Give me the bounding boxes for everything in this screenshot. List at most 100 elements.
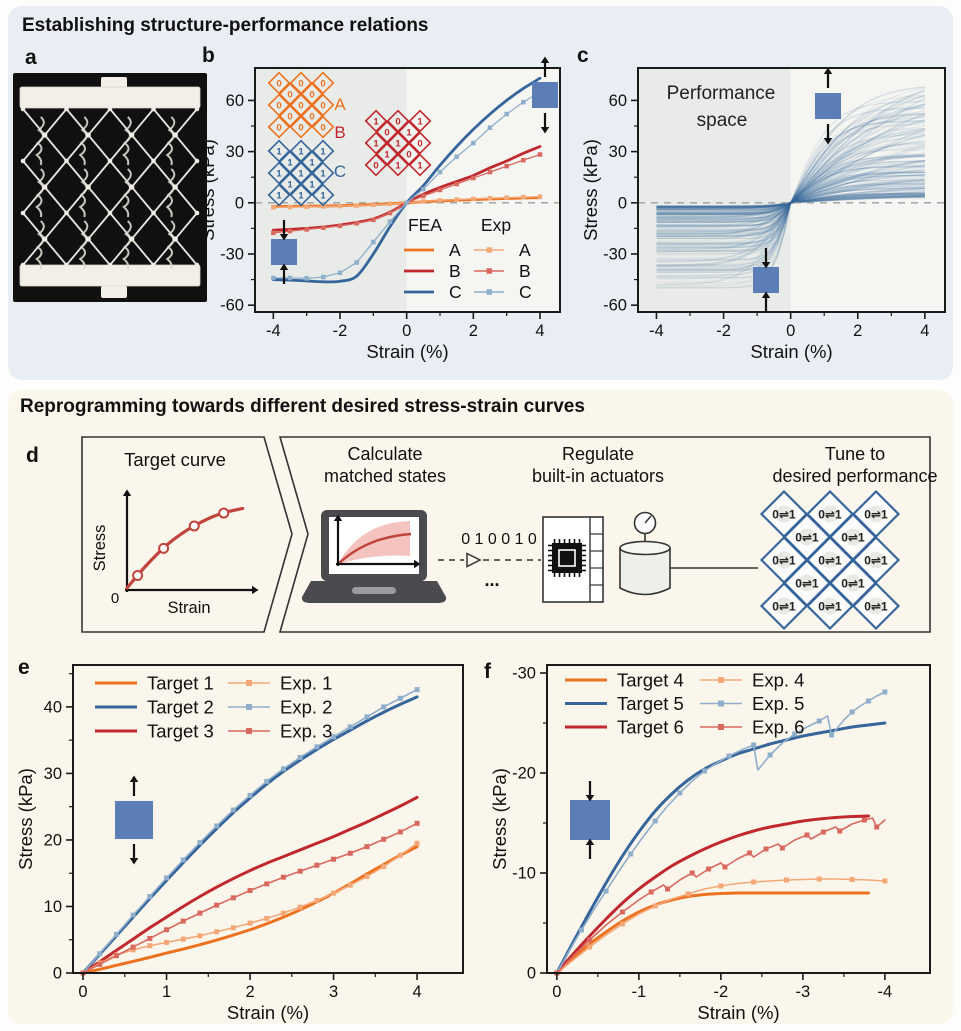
svg-text:1: 1 <box>320 146 326 157</box>
svg-text:1: 1 <box>373 116 379 127</box>
svg-text:0⇌1: 0⇌1 <box>818 599 842 613</box>
panel-label-c: c <box>577 44 589 67</box>
binary-matrix-insets: 0 0 00 00 0 00 00 0 0A1 0 10 11 1 01 00 1 1B1 1 11 11 1 11 11 1… <box>267 71 432 207</box>
svg-text:desired performance: desired performance <box>772 466 937 486</box>
svg-text:Target 5: Target 5 <box>617 693 684 714</box>
svg-text:Exp: Exp <box>481 215 511 235</box>
section1-title: Establishing structure-performance relat… <box>22 15 429 36</box>
svg-text:A: A <box>449 240 461 260</box>
plot-background <box>638 68 945 312</box>
svg-text:Stress (kPa): Stress (kPa) <box>489 768 510 870</box>
series-target-2 <box>81 695 419 975</box>
svg-text:Strain (%): Strain (%) <box>366 341 448 362</box>
svg-text:-4: -4 <box>878 983 893 1001</box>
svg-text:1: 1 <box>320 168 326 179</box>
series-exp-4 <box>554 876 888 976</box>
data-series <box>271 76 543 284</box>
svg-text:1: 1 <box>417 116 423 127</box>
svg-text:1: 1 <box>287 179 293 190</box>
svg-text:3: 3 <box>329 983 338 1001</box>
panel-d-workflow-diagram: Target curve 0 Stress Strain Calculatematche… <box>81 436 938 633</box>
svg-text:Target curve: Target curve <box>124 449 226 470</box>
svg-text:Target 6: Target 6 <box>617 717 684 738</box>
svg-text:-4: -4 <box>266 322 281 340</box>
panel-label-b: b <box>202 44 215 67</box>
svg-text:0: 0 <box>786 322 795 340</box>
svg-text:-1: -1 <box>632 983 647 1001</box>
svg-text:Regulate: Regulate <box>562 444 634 464</box>
svg-text:0⇌1: 0⇌1 <box>772 553 796 567</box>
svg-text:60: 60 <box>226 92 244 110</box>
svg-text:1: 1 <box>406 127 412 138</box>
svg-text:-30: -30 <box>512 665 536 683</box>
svg-text:0⇌1: 0⇌1 <box>795 530 819 544</box>
svg-text:0: 0 <box>287 111 292 122</box>
svg-text:1: 1 <box>276 190 282 201</box>
binary-signal: 0 1 0 0 1 0... <box>438 531 541 590</box>
svg-text:1: 1 <box>287 157 293 168</box>
panel-label-d: d <box>26 444 39 467</box>
svg-text:-2: -2 <box>716 322 731 340</box>
svg-text:0: 0 <box>309 89 314 100</box>
annotation-performance-space: Performance space <box>667 83 776 131</box>
panel-label-a: a <box>25 46 37 69</box>
svg-text:30: 30 <box>609 143 627 161</box>
svg-text:Strain (%): Strain (%) <box>227 1002 309 1023</box>
svg-text:1: 1 <box>298 190 304 201</box>
tension-icon <box>115 775 153 865</box>
legend: Target 4 Exp. 4 Target 5 Exp. 5 Target 6 Exp.… <box>565 670 804 738</box>
svg-text:60: 60 <box>609 92 627 110</box>
svg-text:B: B <box>519 261 531 281</box>
svg-text:0: 0 <box>78 983 87 1001</box>
laptop-icon <box>301 510 447 603</box>
svg-text:0⇌1: 0⇌1 <box>772 599 796 613</box>
svg-text:0: 0 <box>276 122 281 133</box>
performance-space-ensemble <box>656 86 926 289</box>
svg-text:-2: -2 <box>333 322 348 340</box>
svg-text:0: 0 <box>287 89 292 100</box>
svg-text:FEA: FEA <box>408 215 442 235</box>
series-target-3 <box>81 795 419 975</box>
svg-text:1: 1 <box>320 190 326 201</box>
svg-text:Exp. 3: Exp. 3 <box>280 721 332 742</box>
section2-title: Reprogramming towards different desired … <box>20 396 585 417</box>
svg-text:1: 1 <box>298 168 304 179</box>
svg-text:1: 1 <box>309 157 315 168</box>
svg-text:Stress (kPa): Stress (kPa) <box>197 139 218 241</box>
svg-text:Tune to: Tune to <box>825 444 885 464</box>
svg-text:0: 0 <box>552 983 561 1001</box>
binary-state-lattice: 0⇌1 0⇌1 0⇌1 0⇌1 0⇌1 0⇌1 0⇌1 0⇌1 0⇌1 0⇌1 0⇌1 0⇌1 0⇌1 <box>759 489 901 631</box>
svg-text:0⇌1: 0⇌1 <box>818 553 842 567</box>
tension-icon <box>532 56 558 134</box>
svg-text:0: 0 <box>384 127 389 138</box>
axes: 0 -1 -2 -3 -4 0 -10 -20 -30 Strain (%) Stress (kPa… <box>489 664 931 1023</box>
svg-text:0: 0 <box>111 590 119 607</box>
svg-text:-4: -4 <box>649 322 664 340</box>
svg-text:0: 0 <box>276 78 281 89</box>
svg-text:matched states: matched states <box>324 466 446 486</box>
svg-text:Stress: Stress <box>91 525 109 572</box>
compression-icon <box>271 220 297 284</box>
panel-b-chart: -4 -2 0 2 4 -60 -30 0 30 60 Strain (%) Stress (kPa)… <box>197 56 561 362</box>
svg-text:0: 0 <box>417 138 422 149</box>
series-exp-5 <box>554 689 888 976</box>
binary-state-lattice: 1 0 10 11 1 01 00 1 1 <box>364 109 432 177</box>
svg-text:0: 0 <box>373 160 378 171</box>
tension-icon <box>815 67 841 145</box>
svg-text:C: C <box>334 162 346 181</box>
svg-text:-30: -30 <box>220 245 244 263</box>
svg-text:1: 1 <box>162 983 171 1001</box>
svg-text:0⇌1: 0⇌1 <box>772 507 796 521</box>
axes: -4 -2 0 2 4 -60 -30 0 30 60 Strain (%) Stress (kPa) <box>580 67 946 362</box>
svg-text:Exp. 1: Exp. 1 <box>280 673 332 694</box>
svg-text:Exp. 2: Exp. 2 <box>280 697 332 718</box>
svg-text:Performance: Performance <box>667 83 776 104</box>
svg-text:0: 0 <box>309 111 314 122</box>
axes: -4 -2 0 2 4 -60 -30 0 30 60 Strain (%) Stress (kPa) <box>197 67 561 362</box>
svg-text:10: 10 <box>44 898 62 916</box>
svg-text:B: B <box>334 123 345 142</box>
